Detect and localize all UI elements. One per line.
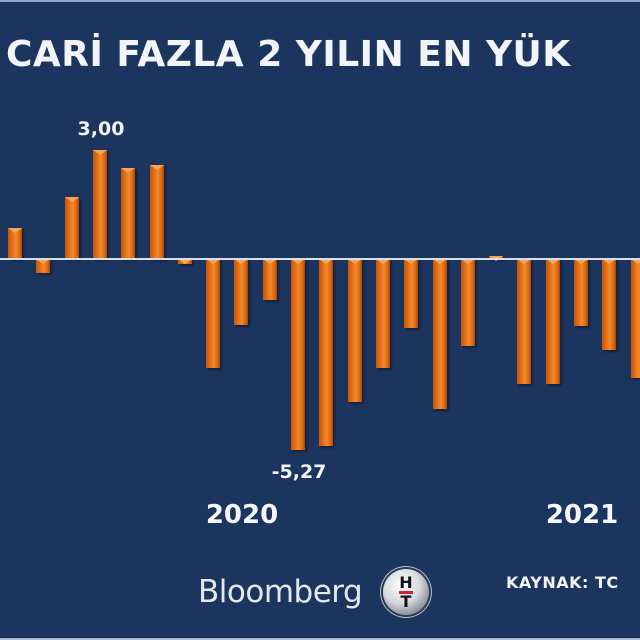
bar-4 (93, 150, 107, 259)
min-value-label: -5,27 (271, 461, 327, 483)
bar-16 (433, 259, 447, 409)
bar-14 (376, 259, 390, 368)
bar-22 (602, 259, 616, 350)
bar-17 (461, 259, 475, 346)
bar-5 (121, 168, 135, 259)
bar-11 (291, 259, 305, 450)
ht-logo-icon: H T (383, 569, 429, 615)
bloomberg-logo: Bloomberg (198, 574, 363, 610)
chart-title: CARİ FAZLA 2 YILIN EN YÜK (6, 34, 571, 75)
bar-1 (8, 228, 22, 259)
bar-21 (574, 259, 588, 326)
bar-2 (36, 259, 50, 273)
source-label: KAYNAK: TC (506, 573, 619, 592)
max-value-label: 3,00 (77, 118, 125, 140)
bar-20 (546, 259, 560, 384)
ht-logo-h: H (399, 573, 413, 592)
ht-logo-t: T (400, 592, 412, 611)
ht-logo-red-dash (399, 591, 413, 594)
bar-15 (404, 259, 418, 328)
bar-10 (263, 259, 277, 300)
bottom-shadow (0, 637, 640, 638)
bar-6 (150, 165, 164, 259)
bar-12 (319, 259, 333, 446)
bar-23 (631, 259, 640, 378)
bar-9 (234, 259, 248, 325)
bar-7 (178, 259, 192, 264)
year-label-2020: 2020 (205, 500, 279, 530)
bar-3 (65, 197, 79, 259)
bar-19 (517, 259, 531, 384)
bar-13 (348, 259, 362, 402)
bottom-border (0, 638, 640, 640)
bar-8 (206, 259, 220, 368)
zero-baseline (0, 258, 640, 260)
year-label-2021: 2021 (545, 500, 619, 530)
top-border (0, 0, 640, 2)
